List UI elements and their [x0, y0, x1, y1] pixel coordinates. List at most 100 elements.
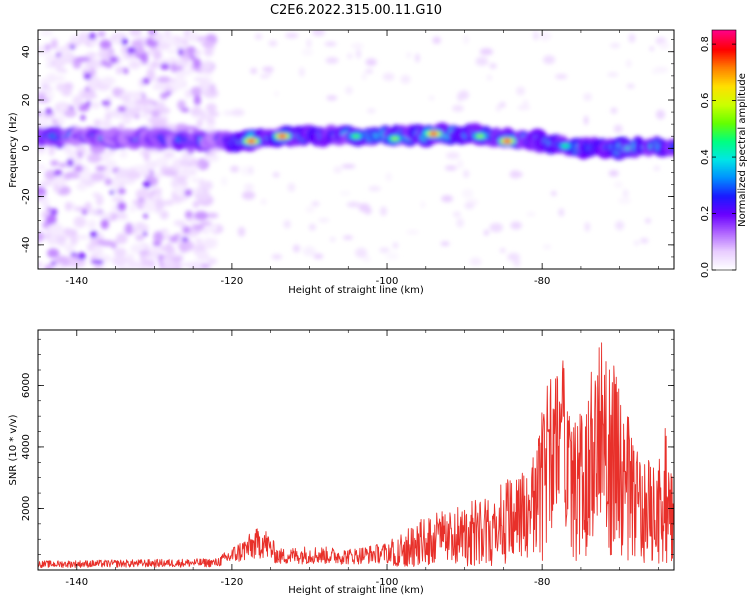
colorbar-cell: [712, 106, 736, 109]
noise-blob: [86, 60, 97, 68]
colorbar-cell: [712, 218, 736, 221]
noise-blob: [160, 63, 170, 70]
y-tick-label: 2000: [21, 496, 32, 521]
colorbar: 0.0 0.2 0.4 0.6 0.8 Normalized spectral ampl…: [700, 29, 748, 278]
noise-blob: [400, 74, 411, 84]
colorbar-label: Normalized spectral amplitude: [737, 73, 748, 227]
noise-blob: [142, 231, 148, 237]
noise-blob: [122, 115, 132, 125]
noise-blob: [121, 91, 136, 96]
noise-blob: [157, 76, 171, 84]
noise-blob: [98, 212, 108, 219]
colorbar-cell: [712, 182, 736, 185]
noise-blob: [45, 92, 54, 100]
noise-blob: [90, 101, 100, 109]
colorbar-cell: [712, 184, 736, 187]
noise-blob: [90, 259, 99, 264]
colorbar-cell: [712, 34, 736, 37]
noise-blob: [166, 91, 172, 96]
noise-blob: [63, 82, 73, 90]
noise-blob: [104, 178, 113, 186]
noise-blob: [193, 76, 205, 82]
y-tick-label: -20: [21, 188, 32, 204]
noise-blob: [186, 46, 196, 55]
noise-blob: [463, 34, 469, 45]
noise-blob: [191, 177, 200, 183]
noise-blob: [50, 160, 59, 167]
noise-blob: [158, 254, 164, 260]
colorbar-cell: [712, 30, 736, 33]
noise-blob: [533, 30, 539, 41]
noise-blob: [268, 40, 278, 47]
noise-blob: [614, 181, 623, 189]
noise-blob: [365, 58, 377, 66]
colorbar-cell: [712, 204, 736, 207]
noise-blob: [74, 165, 84, 173]
noise-blob: [172, 175, 189, 180]
noise-blob: [163, 151, 175, 159]
noise-blob: [203, 47, 214, 57]
x-tick-label: -120: [221, 577, 244, 588]
colorbar-cell: [712, 250, 736, 253]
colorbar-cell: [712, 54, 736, 57]
ridge-peak: [561, 143, 569, 148]
x-tick-label: -80: [534, 577, 550, 588]
ridge-blob: [669, 142, 674, 152]
colorbar-frame: [711, 29, 737, 271]
noise-blob: [262, 66, 274, 72]
noise-blob: [607, 72, 619, 77]
noise-blob: [368, 186, 381, 192]
noise-blob: [283, 219, 291, 229]
colorbar-cell: [712, 32, 736, 35]
colorbar-cell: [712, 190, 736, 193]
noise-blob: [131, 39, 141, 48]
noise-blob: [160, 228, 169, 234]
noise-blob: [84, 202, 92, 212]
colorbar-cell: [712, 234, 736, 237]
y-tick-label: 6000: [21, 373, 32, 398]
noise-blob: [38, 164, 47, 171]
ridge-peak: [430, 131, 438, 136]
noise-blob: [124, 99, 137, 110]
colorbar-tick-label: 0.4: [700, 149, 711, 165]
noise-blob: [109, 48, 114, 54]
noise-blob: [155, 101, 166, 109]
noise-blob: [516, 86, 526, 96]
noise-blob: [65, 243, 75, 254]
ridge-peak: [503, 139, 511, 144]
colorbar-cell: [712, 256, 736, 259]
noise-blob: [463, 169, 470, 178]
noise-blob: [333, 166, 342, 174]
colorbar-cell: [712, 122, 736, 125]
noise-blob: [41, 197, 50, 209]
noise-blob: [79, 168, 91, 181]
noise-blob: [63, 172, 72, 180]
noise-blob: [63, 109, 77, 118]
noise-blob: [38, 261, 43, 268]
noise-blob: [483, 229, 489, 236]
noise-blob: [143, 150, 150, 162]
noise-blob: [139, 265, 154, 269]
noise-blob: [160, 92, 169, 100]
noise-blob: [260, 198, 267, 205]
colorbar-ticks: 0.0 0.2 0.4 0.6 0.8: [700, 36, 736, 278]
noise-blob: [193, 95, 201, 106]
noise-blob: [128, 61, 141, 69]
x-tick-label: -140: [65, 276, 88, 287]
noise-blob: [415, 53, 420, 63]
colorbar-cell: [712, 86, 736, 89]
noise-blob: [179, 242, 189, 253]
noise-blob: [355, 49, 362, 59]
noise-blob: [379, 247, 390, 253]
noise-blob: [81, 91, 97, 100]
colorbar-cell: [712, 186, 736, 189]
noise-blob: [105, 95, 112, 102]
colorbar-cell: [712, 214, 736, 217]
noise-blob: [152, 49, 162, 61]
noise-blob: [655, 109, 666, 120]
noise-blob: [112, 87, 122, 98]
noise-blob: [47, 234, 58, 246]
noise-blob: [312, 30, 325, 37]
noise-blob: [38, 232, 44, 243]
colorbar-cell: [712, 262, 736, 265]
